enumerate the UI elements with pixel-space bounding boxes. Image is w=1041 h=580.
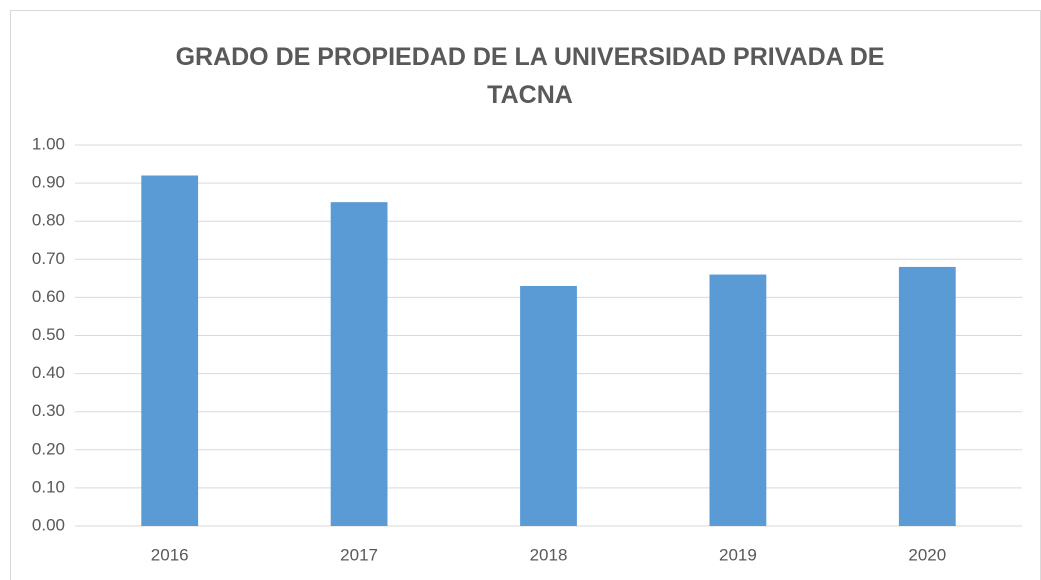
- x-tick-label: 2018: [530, 545, 568, 564]
- y-tick-label: 0.00: [32, 515, 65, 534]
- y-tick-label: 0.50: [32, 325, 65, 344]
- y-tick-label: 0.70: [32, 249, 65, 268]
- x-tick-label: 2016: [151, 545, 189, 564]
- x-tick-label: 2020: [908, 545, 946, 564]
- y-tick-label: 0.80: [32, 211, 65, 230]
- bar: [330, 202, 388, 526]
- x-tick-label: 2019: [719, 545, 757, 564]
- y-tick-label: 0.20: [32, 439, 65, 458]
- bar: [898, 266, 956, 526]
- y-tick-label: 0.90: [32, 173, 65, 192]
- chart-title: GRADO DE PROPIEDAD DE LA UNIVERSIDAD PRI…: [175, 43, 885, 109]
- y-tick-label: 0.10: [32, 477, 65, 496]
- y-tick-label: 0.60: [32, 287, 65, 306]
- bar: [520, 285, 577, 526]
- bar: [709, 274, 767, 526]
- y-tick-label: 1.00: [32, 134, 65, 153]
- bar: [141, 175, 199, 527]
- x-tick-label: 2017: [340, 545, 378, 564]
- y-tick-label: 0.30: [32, 401, 65, 420]
- y-tick-label: 0.40: [32, 363, 65, 382]
